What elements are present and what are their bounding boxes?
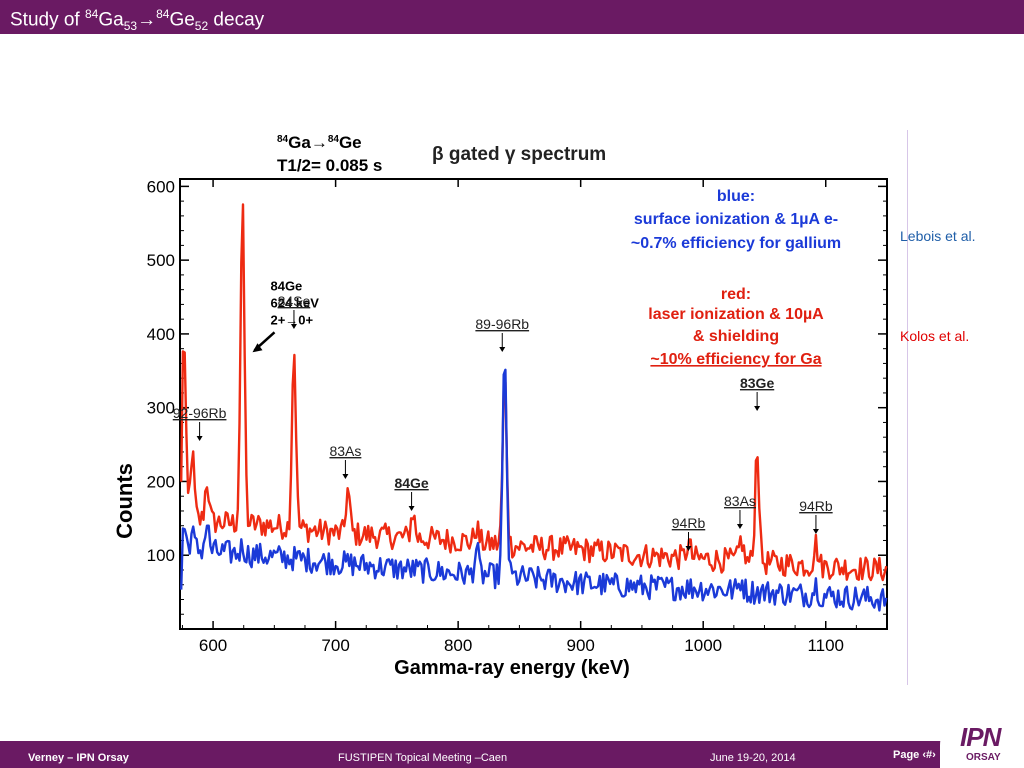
annotation-arrowhead <box>685 546 692 551</box>
series-blue-line <box>180 368 888 612</box>
spectrum-chart: 84Ga→84Ge T1/2= 0.085 s β gated γ spectr… <box>112 133 888 679</box>
legend-red-4: ~10% efficiency for Ga <box>650 351 821 368</box>
x-axis-label: Gamma-ray energy (keV) <box>394 657 630 679</box>
title-arrow: → <box>137 9 157 31</box>
legend-blue-1: blue: <box>717 188 755 205</box>
title-suffix: decay <box>208 9 265 31</box>
y-tick-label: 300 <box>147 399 175 418</box>
annotation-label: 83As <box>329 443 361 459</box>
title-bar: Study of 84Ga53→84Ge52 decay <box>0 0 1024 34</box>
title-el1: Ga <box>98 9 124 31</box>
logo-background <box>940 715 1024 768</box>
annotation-arrowhead <box>408 506 415 511</box>
chart-decay-label: 84Ga→84Ge <box>277 133 362 152</box>
x-tick-label: 1000 <box>684 636 722 655</box>
title-prefix: Study of <box>10 9 85 31</box>
series-blue <box>180 368 888 612</box>
title-sup1: 84 <box>85 7 99 21</box>
chart-title: β gated γ spectrum <box>432 144 606 165</box>
plot-area <box>179 178 888 630</box>
legend-red-2: laser ionization & 10µA <box>648 306 824 323</box>
annotation-label: 94Rb <box>672 515 706 531</box>
annotation-label: 89-96Rb <box>475 316 529 332</box>
chart-annotations: 84Ge 624 keV 2+→0+84Se 92-96Rb 83As 84Ge 89-96… <box>173 278 833 551</box>
orsay-logo: ORSAY <box>966 752 1001 763</box>
title-sub2: 52 <box>194 19 209 34</box>
y-tick-label: 500 <box>147 251 175 270</box>
y-tick-label: 600 <box>147 177 175 196</box>
y-tick-label: 400 <box>147 325 175 344</box>
x-tick-label: 900 <box>566 636 594 655</box>
chart-frame: 84Ga→84Ge T1/2= 0.085 s β gated γ spectr… <box>112 126 907 686</box>
annotation-arrowhead <box>754 406 761 411</box>
annotation-label: 94Rb <box>799 498 833 514</box>
x-tick-label: 800 <box>444 636 472 655</box>
side-label-red: Kolos et al. <box>900 328 970 344</box>
x-tick-label: 700 <box>321 636 349 655</box>
title-sub1: 53 <box>123 19 138 34</box>
footer-page: Page ‹#› <box>893 749 936 761</box>
annotation-label: 84Ge <box>394 475 428 491</box>
annotation-84ge-624: 84Ge 624 keV 2+→0+ <box>270 278 319 327</box>
y-axis-label: Counts <box>112 463 137 539</box>
annotation-label: 84Se <box>278 293 311 309</box>
footer-author: Verney – IPN Orsay <box>28 752 129 764</box>
footer-date: June 19-20, 2014 <box>710 752 796 764</box>
slide-title: Study of 84Ga53→84Ge52 decay <box>10 7 264 33</box>
annotation-label: 83Ge <box>740 375 774 391</box>
annotation-arrowhead <box>499 347 506 352</box>
annotation-arrowhead <box>342 474 349 479</box>
annotation-arrowhead <box>812 529 819 534</box>
annotation-label: 83As <box>724 493 756 509</box>
footer-bar: Verney – IPN Orsay FUSTIPEN Topical Meet… <box>0 741 1024 768</box>
legend-red-1: red: <box>721 286 751 303</box>
legend-blue-3: ~0.7% efficiency for gallium <box>631 235 841 252</box>
chart-axes: 600 700 800 900 1000 1100 100 200 300 400 500 600 <box>147 177 888 655</box>
y-tick-label: 100 <box>147 546 175 565</box>
divider-line <box>907 130 908 685</box>
legend-blue-2: surface ionization & 1µA e- <box>634 211 838 228</box>
x-tick-label: 600 <box>199 636 227 655</box>
chart-halflife: T1/2= 0.085 s <box>277 156 382 175</box>
legend-red-3: & shielding <box>693 328 779 345</box>
chart-legend: blue: surface ionization & 1µA e- ~0.7% … <box>631 188 841 368</box>
series-red-line <box>180 203 888 582</box>
annotation-arrowhead <box>290 324 297 329</box>
ipn-logo: IPN <box>960 722 1001 752</box>
side-label-blue: Lebois et al. <box>900 228 976 244</box>
title-sup2: 84 <box>156 7 170 21</box>
footer-meeting: FUSTIPEN Topical Meeting –Caen <box>338 752 508 764</box>
annotation-arrowhead <box>252 343 263 353</box>
annotation-arrowhead <box>736 524 743 529</box>
title-el2: Ge <box>169 9 195 31</box>
series-red <box>180 203 888 582</box>
annotation-label: 92-96Rb <box>173 405 227 421</box>
annotation-arrowhead <box>196 436 203 441</box>
x-tick-label: 1100 <box>807 636 844 655</box>
y-tick-label: 200 <box>147 472 175 491</box>
